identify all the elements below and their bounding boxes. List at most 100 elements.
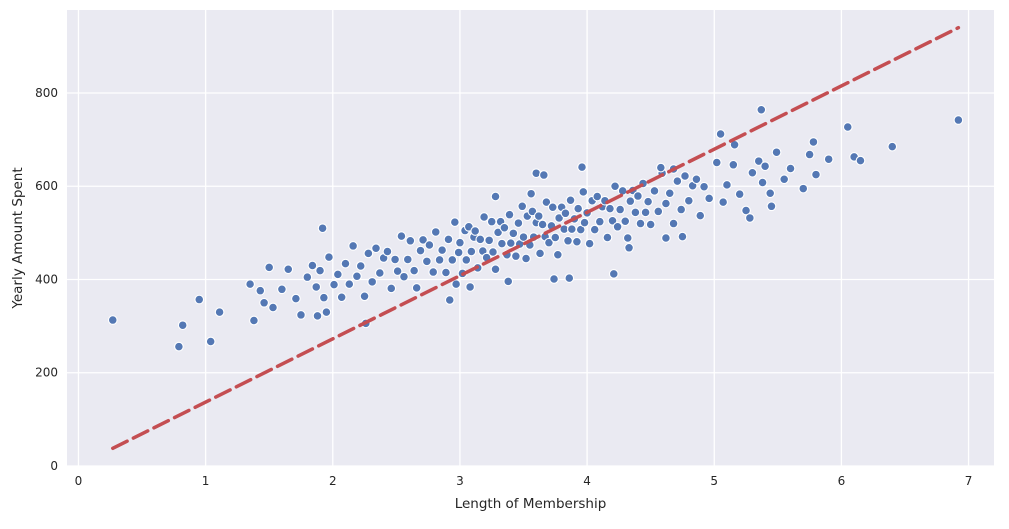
data-point — [444, 295, 455, 305]
data-point — [527, 206, 538, 217]
data-point — [745, 213, 755, 223]
y-tick-label: 600 — [35, 179, 58, 193]
data-point — [382, 246, 393, 257]
data-point — [430, 227, 441, 237]
data-point — [374, 268, 385, 278]
data-point — [622, 233, 633, 243]
data-point — [174, 341, 184, 352]
data-point — [428, 267, 439, 277]
data-point — [765, 188, 776, 199]
data-point — [804, 149, 815, 160]
data-point — [340, 258, 351, 269]
data-point — [811, 169, 821, 180]
data-point — [359, 291, 370, 302]
x-axis-label: Length of Membership — [454, 496, 607, 512]
data-point — [493, 227, 503, 238]
data-point — [264, 262, 275, 273]
data-point — [612, 221, 623, 232]
data-point — [490, 264, 501, 275]
x-tick-label: 0 — [75, 474, 83, 488]
data-point — [499, 222, 510, 233]
data-point — [497, 238, 507, 249]
data-point — [344, 279, 355, 290]
data-point — [625, 196, 636, 207]
data-point — [711, 157, 722, 168]
data-point — [311, 282, 322, 292]
data-point — [437, 245, 447, 255]
data-point — [399, 271, 409, 282]
data-point — [405, 235, 416, 246]
data-point — [630, 207, 641, 218]
data-point — [753, 156, 764, 166]
data-point — [610, 181, 620, 192]
data-point — [475, 234, 486, 245]
data-point — [779, 174, 790, 185]
data-point — [508, 228, 519, 239]
data-point — [664, 188, 675, 199]
data-point — [422, 256, 432, 267]
data-point — [255, 285, 266, 296]
data-point — [855, 155, 866, 166]
data-point — [808, 137, 819, 147]
data-point — [887, 141, 898, 152]
data-point — [396, 231, 407, 241]
data-point — [312, 311, 323, 321]
data-point — [455, 237, 465, 248]
x-tick-label: 3 — [456, 474, 464, 488]
data-point — [390, 254, 400, 265]
data-point — [756, 104, 767, 115]
data-point — [718, 197, 728, 207]
data-point — [552, 249, 563, 260]
data-point — [352, 271, 362, 282]
x-tick-label: 5 — [710, 474, 718, 488]
data-point — [518, 232, 529, 242]
data-point — [336, 292, 347, 303]
data-point — [594, 216, 605, 227]
data-point — [319, 292, 329, 303]
data-point — [766, 201, 777, 212]
x-tick-label: 6 — [838, 474, 846, 488]
data-point — [355, 261, 366, 271]
data-point — [521, 253, 531, 264]
data-point — [564, 273, 575, 283]
data-point — [633, 191, 643, 201]
data-point — [324, 252, 334, 262]
data-point — [579, 217, 590, 228]
data-point — [453, 247, 464, 258]
data-point — [541, 197, 552, 207]
data-point — [392, 266, 403, 276]
data-point — [424, 240, 435, 250]
data-point — [329, 279, 339, 290]
data-point — [704, 193, 715, 204]
data-point — [526, 188, 536, 199]
data-point — [517, 201, 528, 212]
data-point — [560, 208, 571, 219]
data-point — [747, 167, 758, 178]
data-point — [661, 233, 671, 243]
data-point — [315, 265, 325, 276]
data-point — [537, 219, 548, 230]
data-point — [511, 251, 521, 262]
data-point — [608, 269, 619, 279]
data-point — [194, 294, 205, 305]
data-point — [409, 265, 419, 276]
data-point — [578, 186, 589, 197]
data-point — [434, 255, 445, 265]
data-point — [302, 272, 313, 283]
data-point — [277, 284, 287, 295]
data-point — [411, 283, 422, 293]
data-point — [443, 234, 454, 245]
data-point — [441, 267, 451, 278]
x-tick-label: 7 — [965, 474, 973, 488]
data-point — [677, 231, 688, 242]
data-point — [418, 235, 428, 245]
data-point — [466, 246, 477, 257]
data-point — [490, 191, 501, 202]
data-point — [640, 207, 651, 218]
x-tick-label: 1 — [202, 474, 210, 488]
data-point — [205, 336, 216, 347]
data-point — [547, 202, 558, 213]
data-point — [842, 122, 853, 132]
data-point — [573, 203, 584, 214]
